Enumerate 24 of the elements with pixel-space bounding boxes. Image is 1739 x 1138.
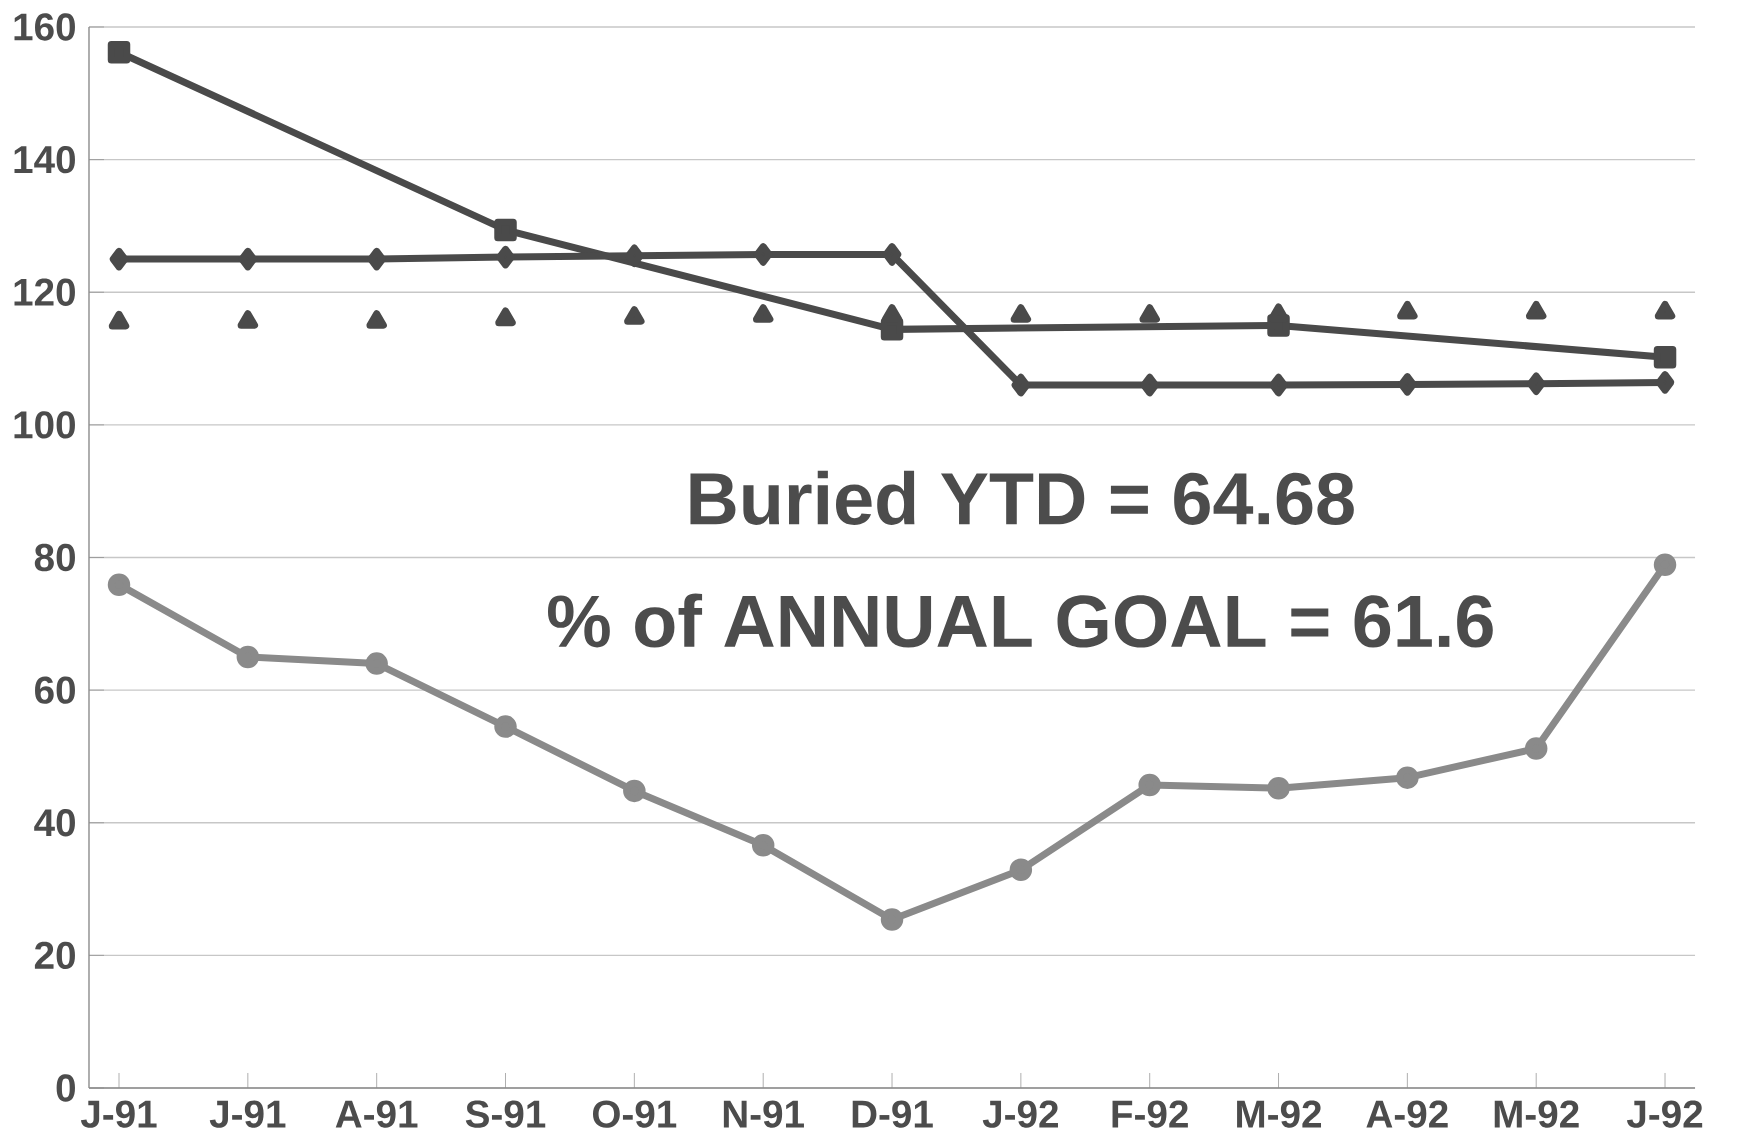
y-tick-label: 80 — [34, 543, 75, 572]
y-tick-label: 120 — [14, 278, 75, 306]
x-tick-label: A-91 — [335, 1100, 418, 1128]
annotation: % of ANNUAL GOAL = 61.6 — [547, 593, 1493, 648]
x-tick-label: S-91 — [465, 1100, 546, 1128]
annotation: Buried YTD = 64.68 — [690, 470, 1354, 525]
x-tick-label: M-92 — [1237, 1100, 1322, 1128]
x-tick-label: F-92 — [1112, 1100, 1188, 1128]
x-tick-label: A-92 — [1366, 1100, 1448, 1128]
x-tick-label: J-91 — [209, 1100, 286, 1128]
y-tick-label: 20 — [34, 941, 75, 970]
x-tick-label: O-91 — [592, 1100, 677, 1128]
y-tick-label: 0 — [56, 1074, 75, 1102]
y-tick-label: 160 — [14, 13, 75, 41]
y-tick-label: 60 — [35, 676, 75, 704]
x-tick-label: N-91 — [723, 1100, 804, 1128]
x-tick-label: J-91 — [80, 1100, 157, 1128]
x-tick-label: D-91 — [852, 1100, 933, 1128]
y-tick-label: 100 — [14, 411, 75, 439]
x-tick-label: J-92 — [982, 1100, 1058, 1128]
x-tick-label: J-92 — [1626, 1100, 1703, 1128]
x-tick-label: M-92 — [1494, 1100, 1579, 1128]
y-tick-label: 140 — [14, 145, 75, 174]
y-tick-label: 40 — [34, 809, 75, 837]
